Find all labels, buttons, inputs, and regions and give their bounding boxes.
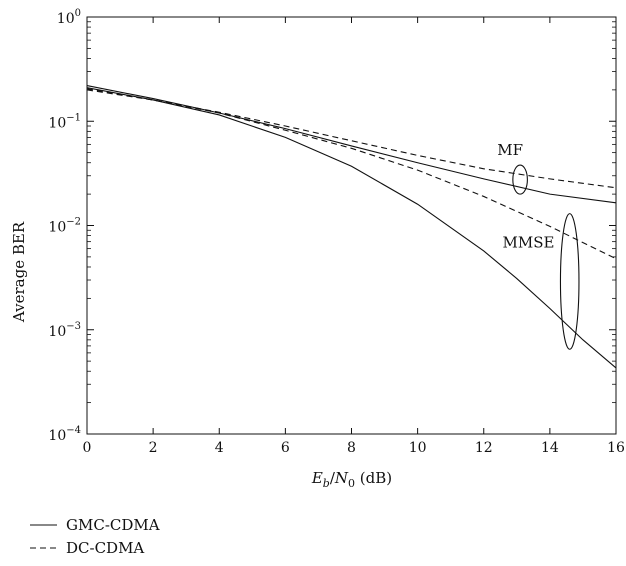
y-tick-label: 10−4	[48, 425, 81, 444]
x-tick-label: 16	[607, 440, 625, 456]
x-label-slash: /	[330, 469, 336, 487]
x-tick-label: 6	[281, 440, 290, 456]
x-tick-label: 0	[83, 440, 92, 456]
axis-ticks	[86, 16, 617, 435]
y-tick-label: 10−2	[48, 217, 81, 236]
x-label-b-subscript: b	[323, 477, 330, 490]
x-axis-label: Eb/N0 (dB)	[311, 469, 392, 490]
x-tick-label: 2	[149, 440, 158, 456]
x-tick-label: 4	[215, 440, 224, 456]
legend-label-gmc-cdma: GMC-CDMA	[66, 516, 160, 534]
plot-frame	[86, 16, 617, 435]
x-tick-label: 14	[541, 440, 559, 456]
y-tick-label: 10−1	[48, 112, 81, 131]
series-line-mmse-gmc-cdma	[86, 87, 617, 369]
annotation-label-mmse: MMSE	[503, 234, 555, 252]
annotation-label-mf: MF	[497, 141, 523, 159]
x-label-unit: (dB)	[355, 469, 392, 487]
legend-label-dc-cdma: DC-CDMA	[66, 539, 144, 557]
y-tick-label: 100	[57, 8, 81, 27]
annotation-ellipse-mf	[512, 164, 528, 195]
plot-lines	[86, 85, 617, 369]
x-tick-label: 8	[347, 440, 356, 456]
x-tick-label: 10	[409, 440, 427, 456]
y-tick-label: 10−3	[48, 321, 81, 340]
y-axis-label: Average BER	[10, 221, 28, 323]
series-line-mf-gmc-cdma	[86, 85, 617, 204]
series-line-mf-dc-cdma	[86, 88, 617, 189]
x-label-n: N	[334, 469, 349, 487]
x-tick-label: 12	[475, 440, 493, 456]
annotations: MF MMSE	[497, 141, 580, 350]
series-line-mmse-dc-cdma	[86, 89, 617, 260]
tick-labels: 0 2 4 6 8 10 12 14 16 100 10−1 10−2 10−3 10−4	[48, 8, 625, 456]
x-label-e: E	[311, 469, 323, 487]
annotation-ellipse-mmse	[559, 213, 580, 350]
x-label-zero-subscript: 0	[348, 477, 355, 490]
legend: GMC-CDMA DC-CDMA	[30, 516, 160, 557]
